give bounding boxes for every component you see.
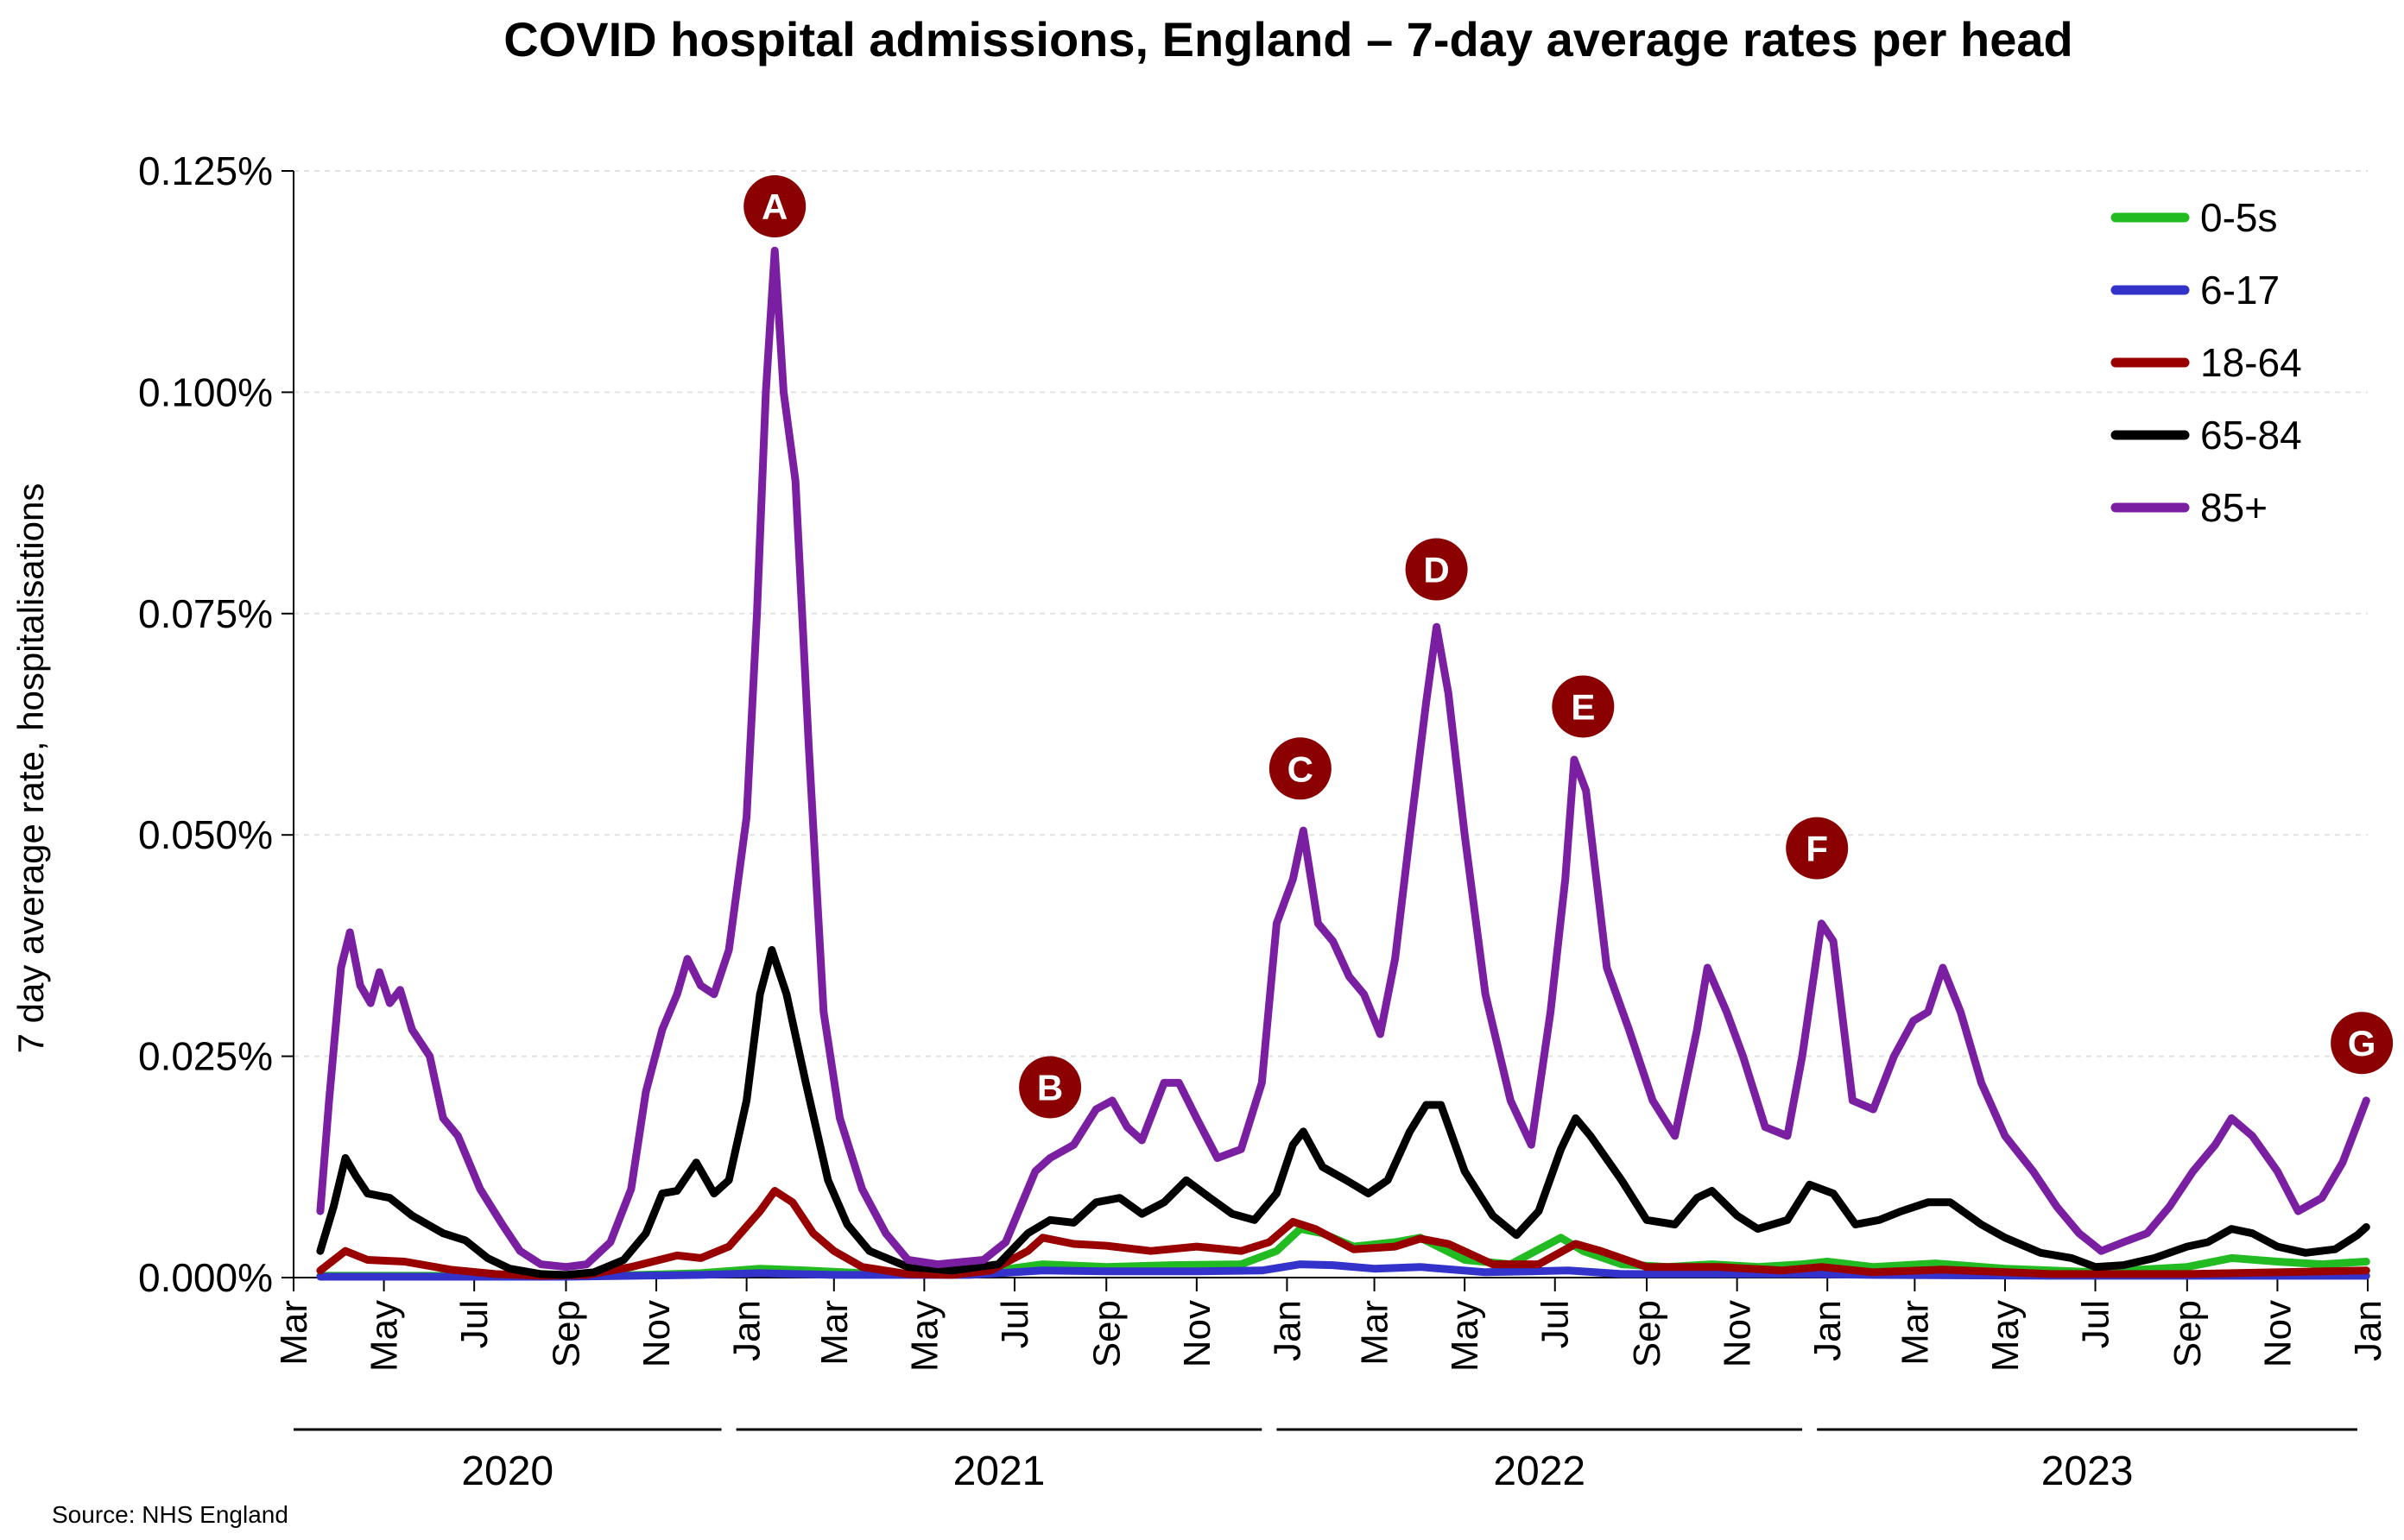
x-tick-label: Nov	[1176, 1300, 1218, 1367]
x-tick-label: May	[1444, 1300, 1486, 1372]
series-line-85-	[316, 246, 2370, 1272]
legend-label: 6-17	[2200, 268, 2280, 312]
x-tick-label: Sep	[545, 1300, 587, 1367]
x-tick-label: May	[1984, 1300, 2027, 1372]
x-tick-label: Jul	[994, 1300, 1036, 1348]
x-tick-label: Mar	[813, 1300, 856, 1366]
series-line-65-84	[316, 946, 2370, 1279]
x-tick-label: Jan	[1266, 1300, 1308, 1361]
annotation-label: B	[1037, 1067, 1063, 1108]
annotation-marker	[2331, 1012, 2394, 1075]
series-line-6-17	[316, 1260, 2370, 1281]
y-tick-label: 0.050%	[138, 812, 273, 857]
annotation-label: G	[2348, 1023, 2376, 1063]
x-tick-label: Mar	[1894, 1300, 1936, 1366]
year-label: 2022	[1493, 1448, 1585, 1494]
chart-title: COVID hospital admissions, England – 7-d…	[503, 12, 2072, 66]
annotations: A B C D E F G	[743, 175, 2394, 1119]
x-tick-label: Sep	[2167, 1300, 2209, 1367]
y-tick-label: 0.000%	[138, 1255, 273, 1300]
x-tick-label: Mar	[1354, 1300, 1396, 1366]
year-label: 2023	[2041, 1448, 2134, 1494]
x-tick-label: Nov	[1717, 1300, 1759, 1367]
annotation-marker	[1268, 737, 1332, 800]
x-tick-label: Jul	[1534, 1300, 1577, 1348]
x-tick-label: May	[364, 1300, 406, 1372]
x-tick-label: Nov	[636, 1300, 678, 1367]
grid	[294, 170, 2368, 1057]
series-line-18-64	[316, 1187, 2370, 1280]
annotation-label: F	[1806, 829, 1828, 869]
y-tick-label: 0.025%	[138, 1034, 273, 1079]
y-tick-label: 0.075%	[138, 591, 273, 636]
x-tick-label: Jan	[726, 1300, 769, 1361]
annotation-label: D	[1423, 550, 1449, 590]
y-tick-label: 0.125%	[138, 148, 273, 193]
x-tick-label: Sep	[1085, 1300, 1128, 1367]
annotation-label: E	[1571, 686, 1595, 727]
annotation-marker	[1786, 817, 1849, 880]
legend-label: 18-64	[2200, 340, 2302, 385]
x-tick-label: Jan	[2347, 1300, 2389, 1361]
annotation-marker	[1405, 538, 1468, 601]
legend-label: 65-84	[2200, 413, 2302, 458]
annotation-marker	[743, 175, 807, 238]
series-lines	[316, 246, 2370, 1281]
x-tick-label: Sep	[1626, 1300, 1668, 1367]
y-axis-label: 7 day average rate, hospitalisations	[10, 483, 51, 1054]
source-note: Source: NHS England	[52, 1501, 288, 1528]
year-label: 2020	[461, 1448, 554, 1494]
legend: 0-5s 6-17 18-64 65-84 85+	[2110, 195, 2302, 530]
x-tick-label: Jul	[2075, 1300, 2117, 1348]
annotation-marker	[1019, 1056, 1082, 1119]
y-tick-label: 0.100%	[138, 369, 273, 414]
x-tick-label: Jan	[1806, 1300, 1849, 1361]
legend-label: 85+	[2200, 485, 2268, 530]
annotation-marker	[1552, 675, 1615, 738]
x-tick-label: Nov	[2256, 1300, 2299, 1367]
x-tick-label: May	[903, 1300, 946, 1372]
annotation-label: C	[1287, 748, 1313, 789]
year-label: 2021	[953, 1448, 1046, 1494]
legend-label: 0-5s	[2200, 195, 2277, 240]
axes: 0.000% 0.025% 0.050% 0.075% 0.100% 0.125% Mar M…	[138, 148, 2389, 1494]
x-tick-label: Mar	[273, 1300, 315, 1366]
x-tick-label: Jul	[453, 1300, 496, 1348]
annotation-label: A	[762, 186, 788, 227]
